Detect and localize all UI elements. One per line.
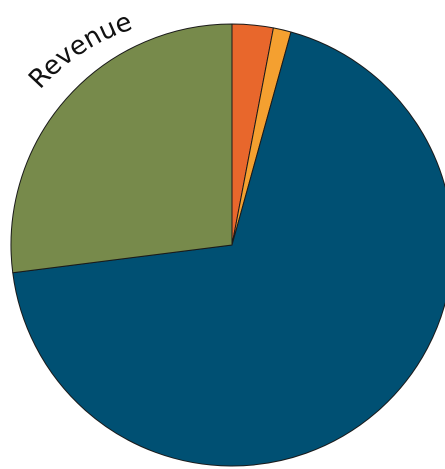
pie-slice-3 bbox=[12, 31, 445, 467]
pie-slice-4 bbox=[10, 23, 233, 274]
pie-slices bbox=[10, 23, 445, 467]
